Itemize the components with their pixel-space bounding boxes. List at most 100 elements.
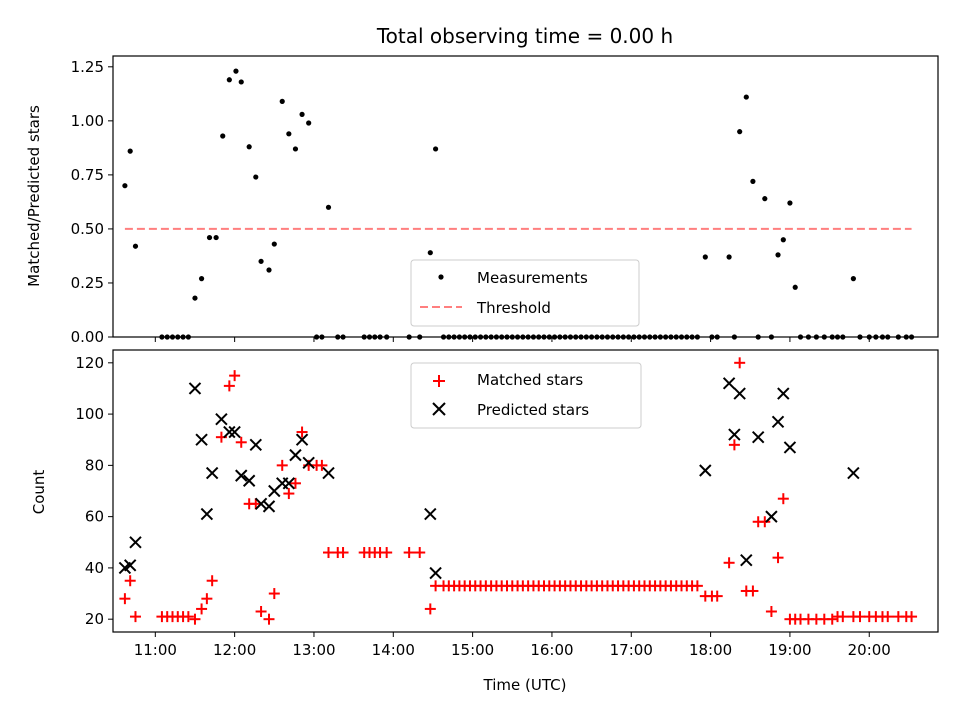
matched-star-point [276,459,288,471]
measurement-point [206,234,213,241]
matched-star-point [424,603,436,615]
matched-star-point [119,593,131,605]
measurement-point [253,174,259,180]
measurement-point [775,252,781,258]
predicted-star-point [699,464,712,477]
matched-star-point [229,370,241,382]
matched-star-point [196,603,208,615]
x-tick-label: 11:00 [134,641,177,659]
predicted-star-point [200,507,214,521]
predicted-star-point [424,507,437,521]
matched-star-point [723,557,735,569]
matched-star-point [268,588,280,600]
matched-star-point [711,590,723,602]
predicted-star-point [429,566,442,580]
matched-star-point [337,547,349,559]
measurement-point [279,98,285,104]
bottom-y-tick-label: 120 [75,354,104,372]
measurement-point [726,254,732,260]
top-y-axis-label: Matched/Predicted stars [25,105,43,287]
legend-threshold-label: Threshold [476,299,551,317]
matched-star-point [691,580,703,592]
predicted-star-point [302,456,315,470]
matched-star-point [296,426,308,438]
matched-star-point [882,611,894,623]
matched-star-point [728,439,740,451]
matched-star-point [289,477,301,489]
measurement-point [432,146,439,152]
measurement-point [762,196,768,202]
top-axes-frame [112,55,939,338]
measurement-point [192,295,198,301]
predicted-star-point [777,387,790,400]
top-legend: Measurements Threshold [410,259,640,327]
x-tick-label: 15:00 [451,641,494,659]
matched-star-point [759,516,771,528]
x-tick-label: 13:00 [292,641,335,659]
matched-star-point [826,613,838,625]
bottom-plot-area [118,357,918,625]
bottom-y-axis-label: Count [30,470,48,515]
measurement-point [238,79,244,85]
measurement-point [780,237,786,243]
bottom-legend: Matched stars Predicted stars [410,362,642,429]
top-y-tick-label: 1.25 [71,58,104,76]
matched-star-point [250,498,262,510]
matched-star-point [263,613,275,625]
predicted-star-point [123,559,137,572]
bottom-axes-frame [112,349,939,633]
bottom-panel: Count Time (UTC) 20 40 60 80 100 120 11:00 12:0… [30,349,939,694]
matched-star-point [734,357,746,369]
measurement-point [213,234,219,241]
matched-star-point [206,575,218,587]
measurement-point [271,241,277,247]
matched-star-point [182,611,194,623]
measurement-point [198,276,205,282]
predicted-star-point [262,500,276,513]
measurement-point [286,131,292,137]
measurement-point [702,254,708,260]
predicted-star-point [282,477,296,490]
matched-star-point [129,611,141,623]
x-tick-label: 17:00 [610,641,653,659]
matched-star-point [255,605,267,617]
predicted-star-point [235,469,248,482]
matched-star-point [223,380,235,392]
matched-star-point [189,613,201,625]
measurement-point [792,284,798,290]
predicted-star-point [751,430,765,444]
bottom-y-tick-label: 100 [75,405,104,423]
measurement-point [292,146,299,152]
predicted-star-point [728,428,741,441]
matched-star-point [837,611,849,623]
matched-star-point [777,493,789,505]
measurement-point [127,148,133,154]
measurement-point [427,250,433,256]
legend-measurements-label: Measurements [477,269,588,287]
measurement-point [132,243,139,249]
measurement-point [299,111,305,117]
measurement-point [787,200,793,206]
predicted-star-point [223,425,236,439]
top-legend-box [410,259,640,327]
matched-star-point [403,547,415,559]
matched-star-point [747,585,759,597]
predicted-star-point [242,474,256,487]
measurement-point [246,144,252,150]
measurement-point [850,276,856,282]
predicted-star-point [295,433,309,446]
predicted-star-point [129,536,142,549]
legend-matched-marker [433,375,445,387]
measurement-point [325,204,332,210]
legend-predicted-marker [432,402,446,416]
top-y-tick-label: 1.00 [71,112,104,130]
predicted-star-point [765,510,778,523]
top-ticks: 0.00 0.25 0.50 0.75 1.00 1.25 [71,58,870,346]
chart-title: Total observing time = 0.00 h [376,24,673,48]
measurement-point [306,120,312,126]
bottom-y-tick-label: 80 [85,456,104,474]
matched-star-point [201,593,213,605]
matched-star-point [381,547,393,559]
measurement-point [233,68,239,74]
